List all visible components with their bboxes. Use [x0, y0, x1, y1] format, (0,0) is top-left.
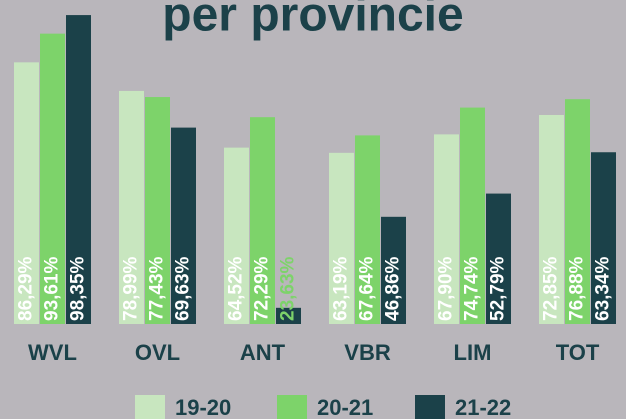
bar: [171, 127, 196, 325]
value-label: 86,29%: [16, 256, 37, 321]
value-label: 78,99%: [121, 256, 142, 321]
value-label: 72,29%: [252, 256, 273, 321]
bar: [224, 147, 249, 324]
value-label: 63,19%: [331, 256, 352, 321]
bar: [66, 15, 91, 324]
bar: [40, 33, 65, 324]
value-label: 67,90%: [436, 256, 457, 321]
bar: [250, 117, 275, 324]
value-label: 46,86%: [383, 256, 404, 321]
x-tick-label: TOT: [556, 340, 600, 365]
bar: [434, 134, 459, 324]
value-label: 72,85%: [541, 256, 562, 321]
bar: [119, 90, 144, 325]
bar: [14, 62, 39, 325]
chart-title: per provincie: [162, 0, 463, 42]
x-tick-label: OVL: [135, 340, 180, 365]
bar: [486, 193, 511, 324]
x-tick-label: WVL: [28, 340, 77, 365]
legend-label: 19-20: [175, 395, 231, 419]
value-label: 76,88%: [567, 256, 588, 321]
value-label: 93,61%: [42, 256, 63, 321]
bar: [145, 97, 170, 324]
legend-label: 20-21: [317, 395, 373, 419]
value-label: 63,34%: [593, 256, 614, 321]
bar: [539, 114, 564, 325]
value-label: 64,52%: [226, 256, 247, 321]
bar: [276, 307, 301, 324]
value-label: 52,79%: [488, 256, 509, 321]
value-label: 77,43%: [147, 256, 168, 321]
bar: [591, 152, 616, 324]
bar: [355, 135, 380, 324]
value-label: 74,74%: [462, 256, 483, 321]
x-tick-label: VBR: [344, 340, 391, 365]
value-label: 69,63%: [173, 256, 194, 321]
x-tick-label: ANT: [240, 340, 286, 365]
value-label: 98,35%: [68, 256, 89, 321]
legend-swatch: [277, 395, 307, 419]
value-label: 23,63%: [278, 256, 299, 321]
legend-swatch: [415, 395, 445, 419]
x-tick-label: LIM: [454, 340, 492, 365]
value-label: 67,64%: [357, 256, 378, 321]
bar: [329, 152, 354, 324]
legend-swatch: [135, 395, 165, 419]
bar: [381, 216, 406, 324]
bar: [460, 107, 485, 324]
bar: [565, 99, 590, 325]
legend-label: 21-22: [455, 395, 511, 419]
